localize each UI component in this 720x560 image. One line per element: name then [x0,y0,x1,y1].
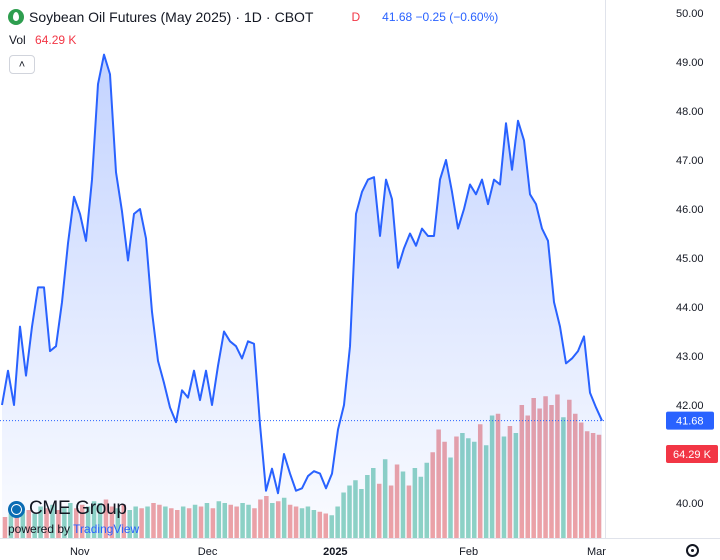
volume-legend: Vol 64.29 K [9,33,76,47]
chevron-up-icon: ˄ [18,58,26,71]
x-tick-label: Nov [70,546,90,558]
volume-label: Vol [9,33,26,47]
y-tick-label: 46.00 [676,204,704,216]
volume-tag-label: 64.29 K [673,449,712,461]
volume-tag [666,445,718,463]
powered-by-label: powered by [8,522,71,536]
x-tick-label: 2025 [323,546,347,558]
gear-icon[interactable] [686,544,699,557]
y-tick-label: 40.00 [676,498,704,510]
y-tick-label: 42.00 [676,400,704,412]
quote-summary: 41.68 −0.25 (−0.60%) [382,10,498,24]
price-change: −0.25 [415,10,446,24]
cme-group-logo-text: CME Group [29,498,127,519]
x-tick-label: Feb [459,546,478,558]
x-tick-label: Mar [587,546,606,558]
chart-header: Soybean Oil Futures (May 2025) · 1D · CB… [8,7,498,27]
y-tick-label: 50.00 [676,8,704,20]
y-tick-label: 47.00 [676,155,704,167]
branding: CME Group powered by TradingView [8,498,139,536]
y-tick-label: 49.00 [676,57,704,69]
y-tick-label: 43.00 [676,351,704,363]
symbol-title[interactable]: Soybean Oil Futures (May 2025) [29,9,232,25]
cme-globe-icon [8,500,25,518]
header-separator: · [235,9,240,25]
last-price: 41.68 [382,10,413,24]
x-tick-label: Dec [198,546,218,558]
collapse-legend-button[interactable]: ˄ [9,55,35,74]
price-change-percent: (−0.60%) [449,10,499,24]
soybean-logo-icon [8,9,24,25]
header-separator: · [265,9,271,25]
y-tick-label: 44.00 [676,302,704,314]
price-line [1,53,603,495]
y-tick-label: 48.00 [676,106,704,118]
tradingview-link[interactable]: TradingView [73,522,140,536]
volume-value: 64.29 K [35,33,77,47]
delayed-flag[interactable]: D [351,10,361,24]
exchange-label: CBOT [274,9,314,25]
interval-label[interactable]: 1D [244,9,262,25]
y-tick-label: 45.00 [676,253,704,265]
last-price-tag-label: 41.68 [676,416,704,428]
price-area-fill [2,54,602,539]
last-price-tag [666,411,714,430]
